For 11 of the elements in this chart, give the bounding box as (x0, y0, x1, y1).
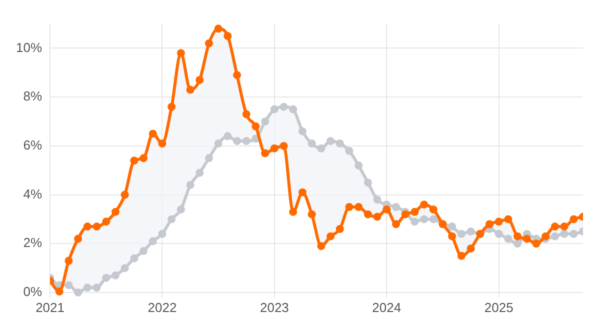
y-tick-label: 4% (23, 186, 42, 202)
y-tick-label: 0% (23, 284, 42, 300)
y-tick-label: 8% (23, 88, 42, 104)
x-tick-label: 2022 (148, 300, 177, 315)
x-tick-label: 2025 (484, 300, 514, 315)
y-tick-label: 2% (23, 235, 42, 250)
x-tick-label: 2021 (36, 300, 64, 315)
y-tick-label: 6% (23, 138, 42, 153)
y-tick-label: 10% (16, 40, 42, 55)
x-tick-label: 2023 (260, 300, 289, 315)
x-tick-label: 2024 (372, 300, 402, 315)
